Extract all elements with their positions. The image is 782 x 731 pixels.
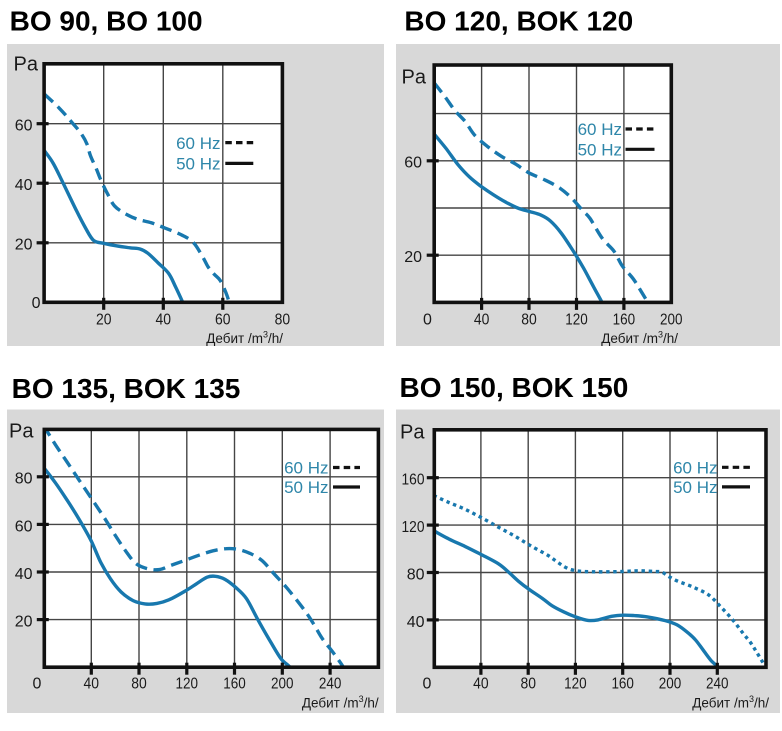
svg-text:50 Hz: 50 Hz (284, 478, 328, 497)
svg-text:0: 0 (423, 676, 432, 693)
svg-text:240: 240 (319, 676, 342, 693)
svg-text:60: 60 (15, 518, 33, 535)
svg-text:60 Hz: 60 Hz (673, 459, 717, 478)
svg-text:0: 0 (32, 295, 41, 312)
svg-text:60 Hz: 60 Hz (284, 459, 328, 478)
svg-text:BO 150, BOK 150: BO 150, BOK 150 (400, 372, 629, 403)
svg-text:20: 20 (404, 249, 422, 266)
svg-text:80: 80 (520, 676, 536, 693)
svg-text:Pa: Pa (9, 421, 34, 443)
svg-text:Дебит /m3/h/: Дебит /m3/h/ (692, 694, 769, 711)
svg-text:BO 120, BOK 120: BO 120, BOK 120 (404, 6, 633, 37)
svg-text:80: 80 (521, 311, 537, 328)
svg-text:Pa: Pa (400, 422, 425, 444)
svg-text:200: 200 (659, 676, 682, 693)
svg-text:80: 80 (407, 566, 425, 583)
svg-text:BO 135, BOK 135: BO 135, BOK 135 (12, 373, 241, 404)
svg-text:160: 160 (611, 676, 634, 693)
svg-text:120: 120 (564, 676, 587, 693)
svg-text:40: 40 (473, 676, 489, 693)
svg-text:200: 200 (271, 676, 294, 693)
svg-text:60: 60 (215, 311, 231, 328)
svg-text:40: 40 (15, 177, 33, 194)
svg-text:60 Hz: 60 Hz (176, 134, 220, 153)
svg-text:80: 80 (15, 471, 33, 488)
svg-text:Дебит /m3/h/: Дебит /m3/h/ (206, 330, 283, 347)
svg-text:60: 60 (404, 155, 422, 172)
svg-text:160: 160 (223, 676, 246, 693)
svg-text:0: 0 (32, 676, 41, 693)
svg-text:Pa: Pa (14, 54, 39, 76)
svg-text:20: 20 (96, 311, 112, 328)
svg-text:80: 80 (275, 311, 291, 328)
svg-text:Дебит /m3/h/: Дебит /m3/h/ (601, 330, 678, 347)
svg-text:240: 240 (706, 676, 729, 693)
svg-text:Pa: Pa (402, 67, 427, 89)
svg-text:BO 90, BO 100: BO 90, BO 100 (10, 5, 203, 36)
svg-text:40: 40 (407, 614, 425, 631)
svg-text:40: 40 (84, 676, 100, 693)
svg-text:Дебит /m3/h/: Дебит /m3/h/ (302, 694, 379, 711)
svg-text:60: 60 (15, 118, 33, 135)
svg-text:40: 40 (156, 311, 172, 328)
svg-text:200: 200 (660, 311, 683, 328)
svg-text:120: 120 (402, 519, 425, 536)
svg-text:40: 40 (474, 311, 490, 328)
svg-text:40: 40 (15, 566, 33, 583)
svg-text:0: 0 (423, 311, 432, 328)
svg-text:20: 20 (15, 237, 33, 254)
svg-text:160: 160 (402, 472, 425, 489)
svg-text:120: 120 (565, 311, 588, 328)
svg-text:120: 120 (176, 676, 199, 693)
svg-text:60 Hz: 60 Hz (578, 120, 622, 139)
svg-text:160: 160 (613, 311, 636, 328)
svg-text:20: 20 (15, 614, 33, 631)
svg-text:50 Hz: 50 Hz (673, 478, 717, 497)
svg-text:50 Hz: 50 Hz (578, 141, 622, 160)
svg-text:80: 80 (131, 676, 147, 693)
svg-text:50 Hz: 50 Hz (176, 155, 220, 174)
